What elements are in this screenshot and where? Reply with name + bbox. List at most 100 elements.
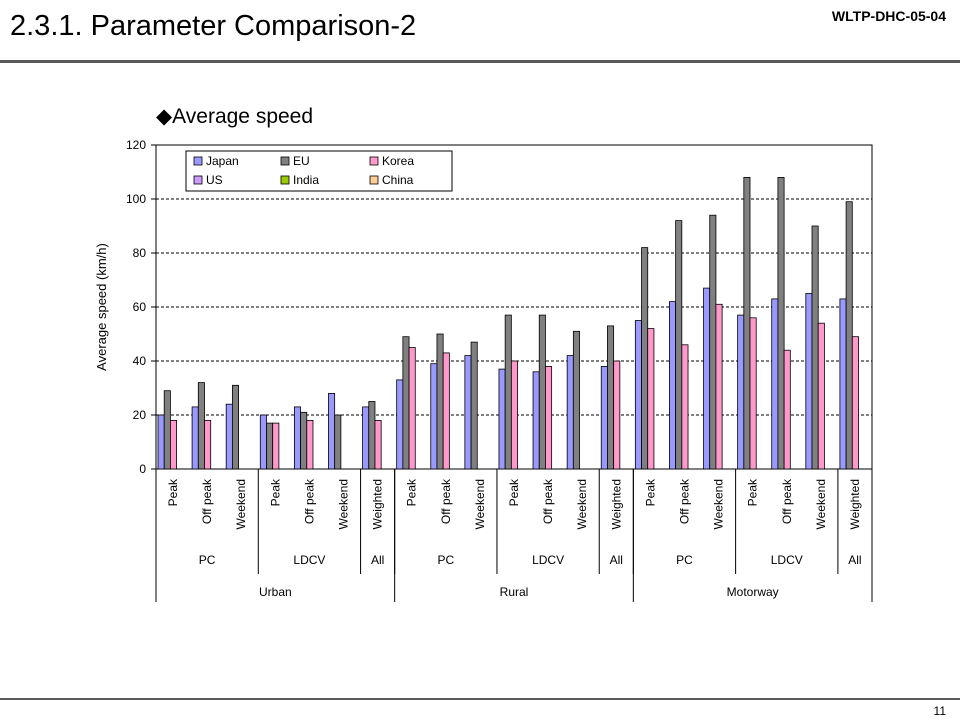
bar-korea [408,347,416,470]
x-category-label: Peak [507,478,521,506]
bar-japan [805,293,813,470]
bar-eu [231,384,239,470]
x-category-label: Off peak [677,478,691,524]
bar-korea [681,344,689,470]
bar-japan [532,371,540,470]
legend-label: Japan [206,154,239,168]
legend-swatch-japan [193,156,203,166]
bar-korea [306,419,314,470]
vehicle-group-label: LDCV [532,553,564,567]
x-category-label: Peak [405,478,419,506]
y-tick-label: 20 [133,408,147,422]
bar-series [157,176,859,470]
bar-japan [362,406,370,470]
bar-eu [641,247,649,470]
bar-japan [157,414,165,470]
x-category-label: Peak [643,478,657,506]
legend-box [185,150,453,192]
bar-korea [817,322,825,470]
x-category-label: Peak [166,478,180,506]
document-id: WLTP-DHC-05-04 [831,8,946,24]
y-axis-label: Average speed (km/h) [94,243,109,371]
bar-eu [709,214,717,470]
bar-japan [737,314,745,470]
bar-eu [607,325,615,470]
vehicle-group-label: All [610,553,623,567]
x-axis-categories: Peak Off peak Weekend Peak Off peak Weekend We… [155,469,873,602]
bar-korea [647,328,655,470]
bar-eu [777,176,785,470]
bar-eu [197,382,205,470]
x-category-label: Weekend [473,479,487,529]
bar-japan [328,392,336,470]
x-category-label: Weekend [337,479,351,529]
x-category-label: Weighted [848,479,862,529]
bar-japan [225,403,233,470]
vehicle-group-label: All [371,553,384,567]
bar-korea [204,419,212,470]
bar-eu [743,176,751,470]
x-category-label: Weighted [609,479,623,529]
page-number: 11 [933,704,946,718]
y-tick-label: 60 [133,300,147,314]
bar-japan [703,287,711,470]
bar-korea [851,336,859,470]
bar-japan [396,379,404,470]
title-divider [0,60,960,63]
bar-japan [464,355,472,470]
road-group-label: Rural [500,585,529,599]
legend-swatch-china [369,175,379,185]
bar-eu [470,341,478,470]
bar-korea [272,422,280,470]
y-tick-label: 80 [133,246,147,260]
bar-eu [436,333,444,470]
legend: Japan EU Korea US India China [185,150,453,192]
vehicle-group-label: PC [199,553,216,567]
bar-korea [783,349,791,470]
bar-korea [442,352,450,470]
legend-label: Korea [382,154,414,168]
legend-swatch-india [280,175,290,185]
bar-japan [634,320,642,470]
x-category-label: Off peak [541,478,555,524]
x-category-label: Weekend [814,479,828,529]
bar-eu [402,336,410,470]
vehicle-group-label: PC [437,553,454,567]
bar-eu [675,220,683,470]
legend-label: India [293,173,319,187]
footer-divider [0,698,960,700]
y-axis: 0 20 40 60 80 100 120 [126,138,156,476]
bar-eu [334,414,342,470]
x-category-label: Peak [746,478,760,506]
bar-japan [839,298,847,470]
page-title: 2.3.1. Parameter Comparison-2 [10,10,417,42]
bar-eu [538,314,546,470]
legend-label: China [382,173,414,187]
y-tick-label: 40 [133,354,147,368]
bar-japan [669,301,677,470]
x-category-label: Off peak [200,478,214,524]
legend-label: US [206,173,223,187]
bar-japan [600,365,608,470]
legend-swatch-eu [280,156,290,166]
x-category-label: Weekend [575,479,589,529]
bar-japan [259,414,267,470]
bar-eu [300,411,308,470]
bar-japan [771,298,779,470]
x-category-label: Weekend [234,479,248,529]
bar-japan [430,363,438,470]
bar-japan [191,406,199,470]
bar-eu [368,401,376,470]
bar-japan [293,406,301,470]
vehicle-group-label: LDCV [293,553,325,567]
bar-korea [545,365,553,470]
bar-japan [566,355,574,470]
x-category-label: Off peak [439,478,453,524]
x-category-label: Off peak [302,478,316,524]
bar-japan [498,368,506,470]
vehicle-group-label: All [848,553,861,567]
bar-korea [374,419,382,470]
bar-korea [169,419,177,470]
bar-eu [845,201,853,470]
